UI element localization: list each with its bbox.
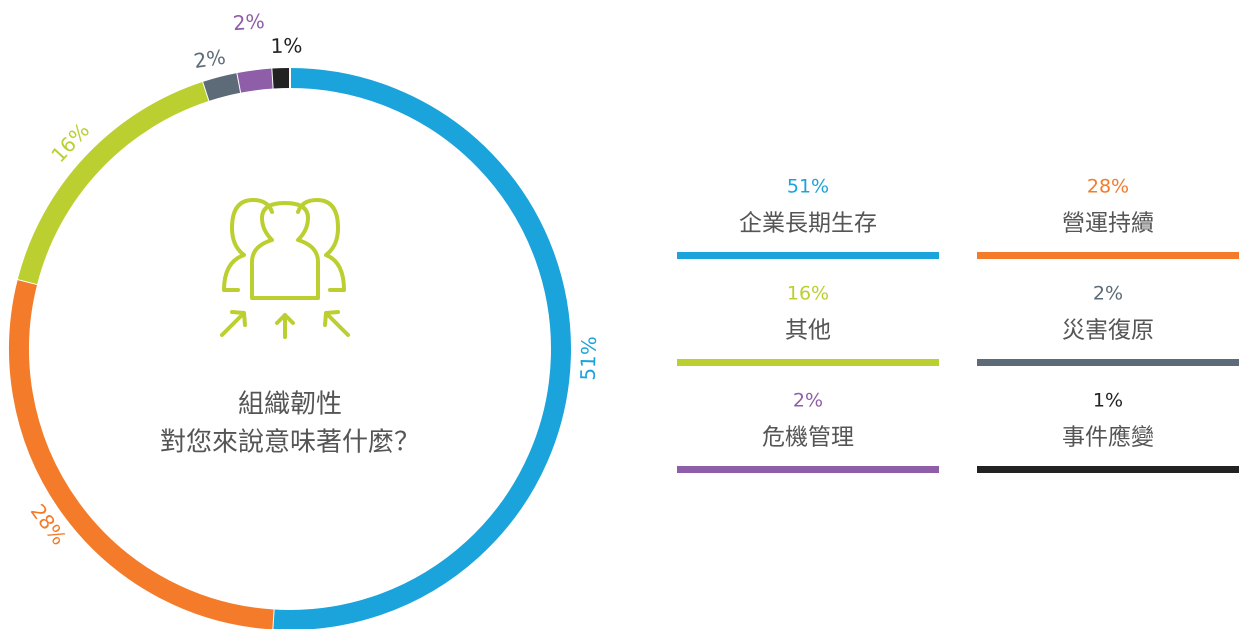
donut-segment bbox=[203, 72, 242, 101]
center-title: 組織韌性 bbox=[238, 390, 342, 420]
legend-value: 2% bbox=[1093, 283, 1123, 305]
center-icon bbox=[220, 198, 350, 339]
donut-segment bbox=[272, 68, 571, 629]
legend-bar bbox=[977, 252, 1239, 259]
legend-value: 1% bbox=[1093, 390, 1123, 412]
legend-value: 2% bbox=[793, 390, 823, 412]
donut-segment bbox=[237, 68, 274, 93]
legend-label: 危機管理 bbox=[762, 425, 854, 451]
legend-label: 企業長期生存 bbox=[739, 211, 877, 237]
legend-label: 災害復原 bbox=[1062, 318, 1154, 344]
data-label: 2% bbox=[192, 45, 227, 73]
center-subtitle: 對您來說意味著什麼？ bbox=[160, 428, 420, 458]
legend-bar bbox=[977, 359, 1239, 366]
legend-bar bbox=[677, 466, 939, 473]
legend-bar bbox=[977, 466, 1239, 473]
legend-label: 事件應變 bbox=[1062, 425, 1154, 451]
legend-label: 其他 bbox=[785, 318, 831, 344]
legend-bar bbox=[677, 359, 939, 366]
legend-value: 16% bbox=[787, 283, 829, 305]
data-label: 2% bbox=[232, 9, 265, 35]
donut-segment bbox=[272, 68, 291, 89]
legend-bar bbox=[677, 252, 939, 259]
legend-value: 28% bbox=[1087, 176, 1129, 198]
data-label: 51% bbox=[576, 336, 601, 381]
donut-segment bbox=[9, 279, 274, 629]
donut-segment bbox=[17, 81, 210, 285]
data-label: 1% bbox=[270, 33, 302, 58]
legend-value: 51% bbox=[787, 176, 829, 198]
legend-label: 營運持續 bbox=[1062, 211, 1154, 237]
